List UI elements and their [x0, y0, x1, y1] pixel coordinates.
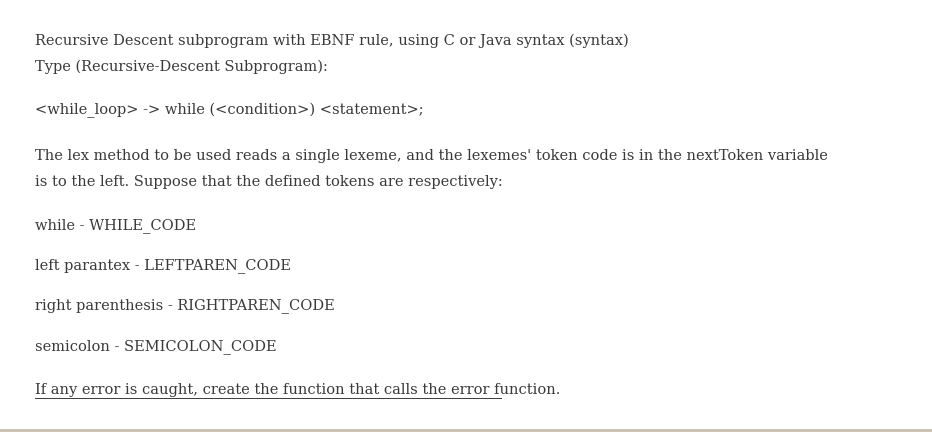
Text: left parantex - LEFTPAREN_CODE: left parantex - LEFTPAREN_CODE [35, 258, 292, 273]
Text: right parenthesis - RIGHTPAREN_CODE: right parenthesis - RIGHTPAREN_CODE [35, 299, 336, 313]
Text: Recursive Descent subprogram with EBNF rule, using C or Java syntax (syntax): Recursive Descent subprogram with EBNF r… [35, 34, 629, 48]
Text: <while_loop> -> while (<condition>) <statement>;: <while_loop> -> while (<condition>) <sta… [35, 102, 424, 118]
Text: is to the left. Suppose that the defined tokens are respectively:: is to the left. Suppose that the defined… [35, 175, 503, 189]
Text: semicolon - SEMICOLON_CODE: semicolon - SEMICOLON_CODE [35, 339, 277, 354]
Text: If any error is caught, create the function that calls the error function.: If any error is caught, create the funct… [35, 383, 561, 397]
Text: while - WHILE_CODE: while - WHILE_CODE [35, 218, 197, 233]
Text: Type (Recursive-Descent Subprogram):: Type (Recursive-Descent Subprogram): [35, 60, 328, 74]
Text: The lex method to be used reads a single lexeme, and the lexemes' token code is : The lex method to be used reads a single… [35, 149, 829, 163]
